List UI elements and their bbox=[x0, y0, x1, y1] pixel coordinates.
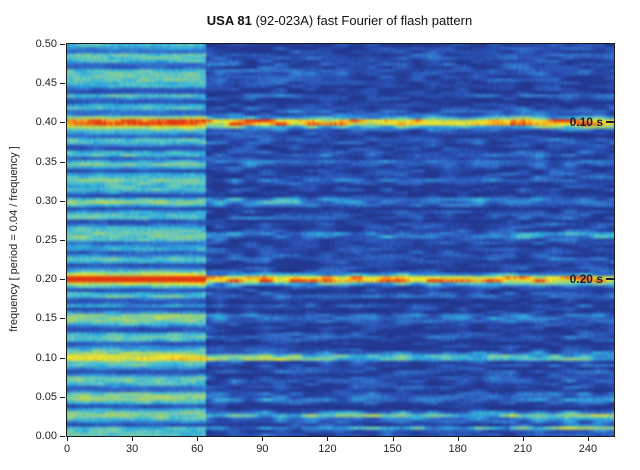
annotation-dash bbox=[606, 121, 614, 124]
chart-title-satellite: USA 81 bbox=[206, 13, 252, 28]
y-tick-label: 0.20 bbox=[35, 273, 57, 286]
y-tick-label: 0.50 bbox=[35, 38, 57, 50]
x-tick-mark bbox=[132, 436, 134, 441]
y-tick-mark bbox=[60, 396, 65, 398]
x-tick-label: 180 bbox=[448, 443, 467, 455]
y-tick-mark bbox=[60, 318, 65, 320]
chart-title: USA 81 (92-023A) fast Fourier of flash p… bbox=[66, 13, 613, 28]
y-tick-label: 0.25 bbox=[35, 234, 57, 246]
x-tick-mark bbox=[522, 436, 524, 441]
x-tick-label: 60 bbox=[191, 443, 204, 455]
y-tick-label: 0.35 bbox=[35, 155, 57, 168]
y-tick-label: 0.05 bbox=[35, 390, 57, 403]
y-tick-label: 0.45 bbox=[35, 77, 57, 90]
x-tick-label: 90 bbox=[256, 443, 269, 455]
x-tick-label: 150 bbox=[383, 443, 402, 455]
y-tick-mark bbox=[60, 279, 65, 281]
x-tick-label: 240 bbox=[578, 443, 598, 455]
y-tick-mark bbox=[60, 200, 65, 202]
period-annotation: 0.20 s bbox=[569, 272, 603, 287]
y-tick-label: 0.10 bbox=[35, 351, 57, 364]
x-tick-mark bbox=[587, 436, 589, 441]
period-annotation: 0.10 s bbox=[569, 115, 603, 130]
x-tick-label: 0 bbox=[63, 443, 71, 455]
y-tick-mark bbox=[60, 240, 65, 241]
x-tick-mark bbox=[457, 436, 459, 441]
x-tick-mark bbox=[327, 436, 329, 441]
x-tick-label: 30 bbox=[125, 443, 139, 455]
y-tick-label: 0.30 bbox=[35, 194, 57, 207]
y-tick-label: 0.40 bbox=[35, 116, 57, 129]
y-axis-label: frequency [ period = 0.04 / frequency ] bbox=[8, 146, 20, 332]
x-tick-mark bbox=[262, 436, 264, 441]
x-tick-label: 120 bbox=[318, 443, 337, 455]
y-tick-label: 0.15 bbox=[35, 312, 57, 325]
y-tick-mark bbox=[60, 44, 65, 45]
heatmap-canvas bbox=[67, 44, 614, 436]
y-tick-mark bbox=[60, 436, 65, 437]
annotation-dash bbox=[606, 278, 614, 281]
chart-title-rest: (92-023A) fast Fourier of flash pattern bbox=[251, 13, 473, 28]
x-tick-mark bbox=[197, 436, 199, 441]
x-tick-label: 210 bbox=[513, 443, 533, 455]
x-tick-mark bbox=[392, 436, 394, 441]
y-tick-mark bbox=[60, 357, 65, 359]
y-tick-label: 0.00 bbox=[35, 430, 57, 442]
x-tick-mark bbox=[67, 436, 68, 441]
y-tick-mark bbox=[60, 161, 65, 163]
y-tick-mark bbox=[60, 83, 65, 85]
spectrogram-plot: 0 30 60 90 120 150 180 210 240 0.50 0.45 0.40 0.35 0… bbox=[36, 38, 615, 455]
y-tick-mark bbox=[60, 122, 65, 124]
